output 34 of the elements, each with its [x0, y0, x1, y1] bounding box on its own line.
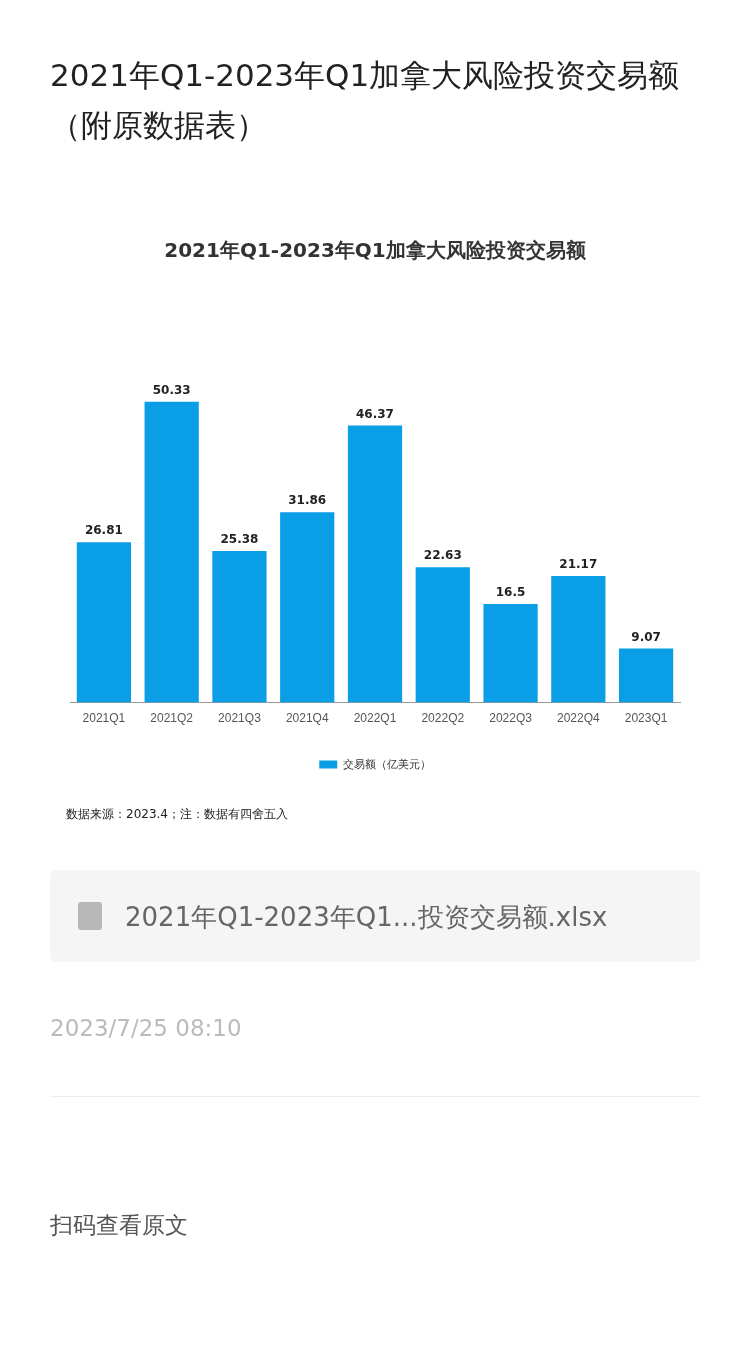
data-label: 21.17 [559, 557, 598, 572]
text: 扫码查看原文 [50, 1211, 188, 1240]
data-label: 9.07 [631, 629, 661, 644]
data-label: 16.5 [495, 585, 526, 600]
bar [280, 512, 335, 703]
x-tick-label: 2022Q1 [353, 711, 397, 726]
x-tick-label: 2021Q2 [150, 711, 194, 726]
x-tick-label: 2021Q1 [82, 711, 126, 726]
chart-title: 2021年Q1-2023年Q1加拿大风险投资交易额（附原数据表） [50, 56, 681, 145]
bar [551, 576, 606, 703]
chart-subtitle: 2021年Q1-2023年Q1加拿大风险投资交易额 [164, 238, 587, 263]
data-label: 22.63 [423, 548, 462, 563]
bar [347, 425, 403, 703]
source-note: 数据来源：2023.4；注：数据有四舍五入 [66, 806, 288, 823]
bar [483, 603, 538, 703]
x-tick-label: 2021Q3 [218, 711, 262, 726]
data-label: 26.81 [84, 523, 123, 538]
bar [76, 542, 131, 703]
data-label: 50.33 [152, 382, 191, 397]
data-label: 25.38 [220, 532, 259, 547]
x-tick-label: 2022Q4 [556, 711, 601, 726]
x-tick-label: 2022Q3 [489, 711, 533, 726]
x-tick-label: 2022Q2 [421, 711, 465, 726]
data-label: 31.86 [288, 493, 327, 508]
bar [415, 567, 470, 703]
legend-label: 交易额（亿美元） [342, 757, 431, 770]
bar [212, 550, 267, 703]
text: 2023/7/25 08:10 [50, 1015, 242, 1041]
x-tick-label: 2023Q1 [624, 711, 668, 726]
bar [144, 401, 199, 703]
text: 2021年Q1-2023年Q1...投资交易额.xlsx [125, 901, 608, 934]
bar [619, 648, 674, 703]
x-tick-label: 2021Q4 [285, 711, 329, 726]
data-label: 46.37 [356, 406, 394, 421]
